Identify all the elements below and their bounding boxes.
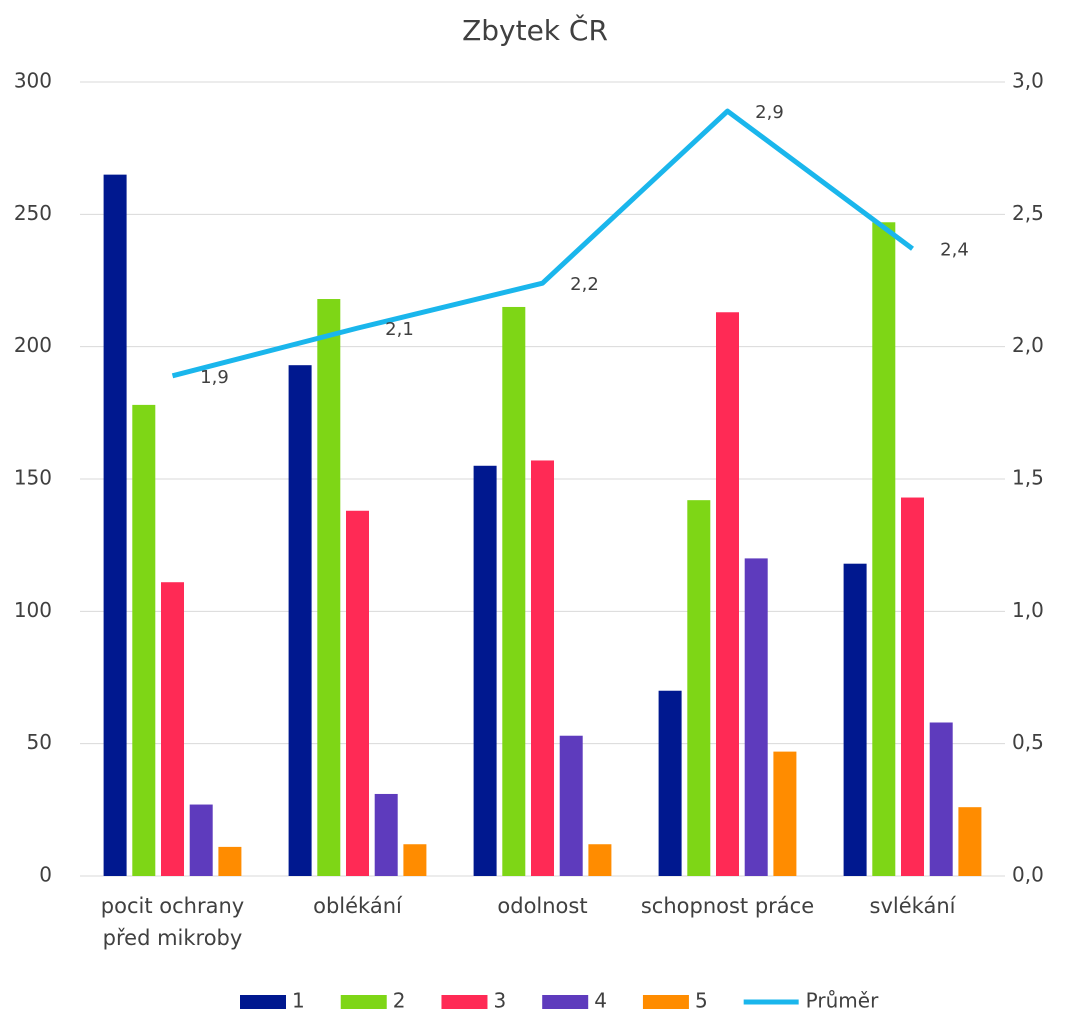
bar bbox=[958, 807, 982, 876]
chart-title: Zbytek ČR bbox=[462, 13, 608, 47]
x-tick-label: pocit ochrany před mikroby bbox=[100, 894, 245, 950]
bar bbox=[658, 690, 682, 876]
y2-tick-label: 1,0 bbox=[1012, 598, 1044, 622]
data-label: 2,1 bbox=[385, 319, 414, 340]
x-tick-label: svlékání bbox=[869, 894, 956, 918]
bar bbox=[901, 497, 924, 876]
bar bbox=[288, 365, 312, 876]
legend-swatch bbox=[542, 995, 589, 1009]
bar bbox=[531, 460, 554, 876]
y-tick-label: 150 bbox=[14, 466, 52, 490]
bar bbox=[559, 735, 583, 876]
legend-label: 3 bbox=[493, 989, 506, 1013]
bar bbox=[189, 804, 213, 876]
data-label: 2,9 bbox=[755, 102, 784, 123]
legend-label: 5 bbox=[695, 989, 708, 1013]
legend-swatch bbox=[642, 995, 689, 1009]
data-label: 2,2 bbox=[570, 274, 599, 295]
bar bbox=[872, 222, 896, 877]
legend-label: 1 bbox=[292, 989, 305, 1013]
legend-label: Průměr bbox=[806, 989, 879, 1013]
bar bbox=[103, 174, 127, 877]
line bbox=[171, 108, 914, 379]
data-label: 1,9 bbox=[200, 367, 229, 388]
bar bbox=[588, 844, 612, 876]
y-tick-label: 300 bbox=[14, 69, 52, 93]
y-tick-label: 50 bbox=[27, 730, 52, 754]
bar bbox=[346, 510, 369, 876]
legend-swatch bbox=[240, 995, 286, 1009]
bar bbox=[374, 793, 398, 876]
y2-tick-label: 2,5 bbox=[1012, 201, 1044, 225]
y-tick-label: 0 bbox=[39, 863, 52, 887]
y-tick-label: 200 bbox=[14, 333, 52, 357]
bar bbox=[929, 722, 953, 876]
bar bbox=[317, 299, 341, 876]
y-tick-label: 250 bbox=[14, 201, 52, 225]
bar bbox=[843, 563, 867, 876]
y-tick-label: 100 bbox=[14, 598, 52, 622]
bar bbox=[687, 500, 711, 876]
y2-tick-label: 1,5 bbox=[1012, 466, 1044, 490]
bar bbox=[502, 306, 526, 876]
y2-tick-label: 0,5 bbox=[1012, 730, 1044, 754]
legend-label: 4 bbox=[594, 989, 607, 1013]
bar bbox=[744, 558, 768, 876]
bar bbox=[773, 751, 797, 876]
legend-swatch bbox=[441, 995, 488, 1009]
x-tick-label: schopnost práce bbox=[640, 894, 815, 918]
y2-tick-label: 0,0 bbox=[1012, 863, 1044, 887]
y2-tick-label: 3,0 bbox=[1012, 69, 1044, 93]
legend-swatch bbox=[340, 995, 387, 1009]
bar bbox=[161, 582, 184, 876]
bar bbox=[132, 404, 156, 876]
bar bbox=[716, 312, 739, 876]
bar bbox=[403, 844, 427, 876]
x-tick-label: odolnost bbox=[497, 894, 588, 918]
data-label: 2,4 bbox=[940, 240, 969, 261]
x-tick-label: oblékání bbox=[313, 894, 402, 918]
bar bbox=[218, 846, 242, 876]
bar bbox=[473, 465, 497, 876]
legend-label: 2 bbox=[393, 989, 406, 1013]
y2-tick-label: 2,0 bbox=[1012, 333, 1044, 357]
